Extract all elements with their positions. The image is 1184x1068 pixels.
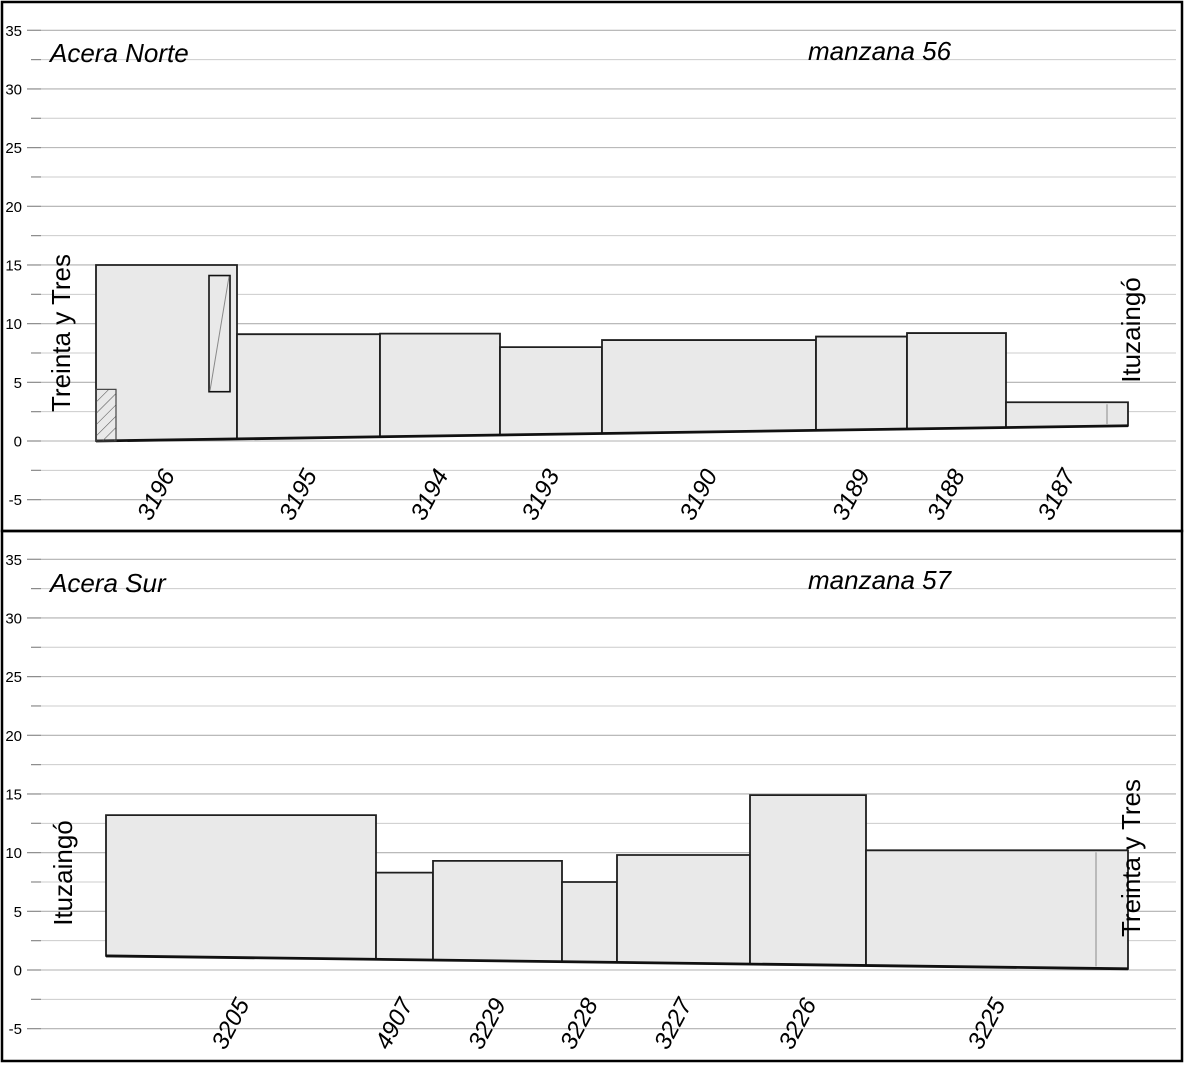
building-3228: [561, 881, 618, 964]
y-axis-label: 30: [5, 81, 22, 98]
buildings-group: [95, 264, 1129, 443]
block-label: manzana 57: [808, 565, 953, 595]
block-label: manzana 56: [808, 36, 952, 66]
x-tick-label-3225: 3225: [962, 993, 1011, 1053]
y-axis-label: 20: [5, 199, 22, 216]
x-tick-label-3195: 3195: [274, 464, 323, 524]
building-3225: [865, 849, 1129, 970]
y-axis-label: 15: [5, 786, 22, 803]
ground-line: [95, 424, 1129, 443]
x-tick-label-3229: 3229: [463, 994, 512, 1054]
building-3205: [105, 814, 377, 961]
building-3193: [499, 346, 603, 436]
buildings-group: [105, 794, 1129, 971]
building-3194: [379, 332, 501, 438]
x-tick-label-3187: 3187: [1032, 464, 1082, 525]
y-axis-label: 5: [14, 904, 22, 921]
panel-title: Acera Norte: [48, 38, 189, 68]
panel-acera-norte: 35 30 25 20 15 10 5 0 -5 3196 3195 3194 3193 3190 3189…: [0, 0, 1184, 533]
street-label-right: Treinta y Tres: [1116, 779, 1146, 937]
building-3195: [236, 333, 381, 440]
y-axis-label: 35: [5, 552, 22, 569]
y-axis-label: 10: [5, 316, 22, 333]
street-label-right: Ituzaingó: [1116, 277, 1146, 383]
x-tick-label-3227: 3227: [649, 993, 699, 1054]
y-axis-label: 0: [14, 963, 22, 980]
hatched-plinth: [95, 388, 117, 442]
y-axis-label: 0: [14, 434, 22, 451]
x-tick-label-3188: 3188: [922, 464, 971, 524]
building-3227: [616, 854, 751, 965]
x-tick-label-3205: 3205: [206, 993, 255, 1053]
y-axis-label: 25: [5, 669, 22, 686]
y-axis-label: 20: [5, 728, 22, 745]
y-axis-label: 30: [5, 610, 22, 627]
y-axis-label: -5: [9, 1021, 22, 1038]
inner-shaft-rect: [208, 274, 231, 393]
building-3187: [1005, 401, 1129, 429]
panel-title: Acera Sur: [48, 568, 167, 598]
y-axis-label: 25: [5, 140, 22, 157]
y-axis-label: 5: [14, 375, 22, 392]
y-axis-label: 10: [5, 845, 22, 862]
shaft-diagonal-line: [209, 276, 230, 391]
building-3189: [815, 335, 908, 432]
panel-border: [0, 529, 1184, 1063]
building-3229: [432, 859, 563, 963]
x-tick-label-3196: 3196: [132, 464, 181, 524]
x-tick-label-4907: 4907: [370, 993, 420, 1054]
street-label-left: Ituzaingó: [48, 820, 78, 926]
building-3188: [906, 332, 1007, 430]
building-4907: [375, 871, 434, 961]
x-tick-label-3226: 3226: [773, 993, 822, 1053]
panel-acera-sur: 35 30 25 20 15 10 5 0 -5 3205 4907 3229 3228 3227 3226…: [0, 529, 1184, 1063]
y-axis-label: 35: [5, 23, 22, 40]
street-label-left: Treinta y Tres: [46, 254, 76, 412]
x-tick-label-3193: 3193: [516, 464, 565, 524]
x-tick-label-3189: 3189: [827, 465, 876, 525]
building-3226: [749, 794, 867, 967]
x-tick-label-3194: 3194: [405, 465, 454, 525]
ground-line: [105, 954, 1129, 971]
x-tick-label-3228: 3228: [555, 993, 604, 1053]
building-3190: [601, 339, 817, 435]
y-axis-label: 15: [5, 257, 22, 274]
y-axis-label: -5: [9, 492, 22, 509]
x-tick-label-3190: 3190: [674, 464, 723, 524]
